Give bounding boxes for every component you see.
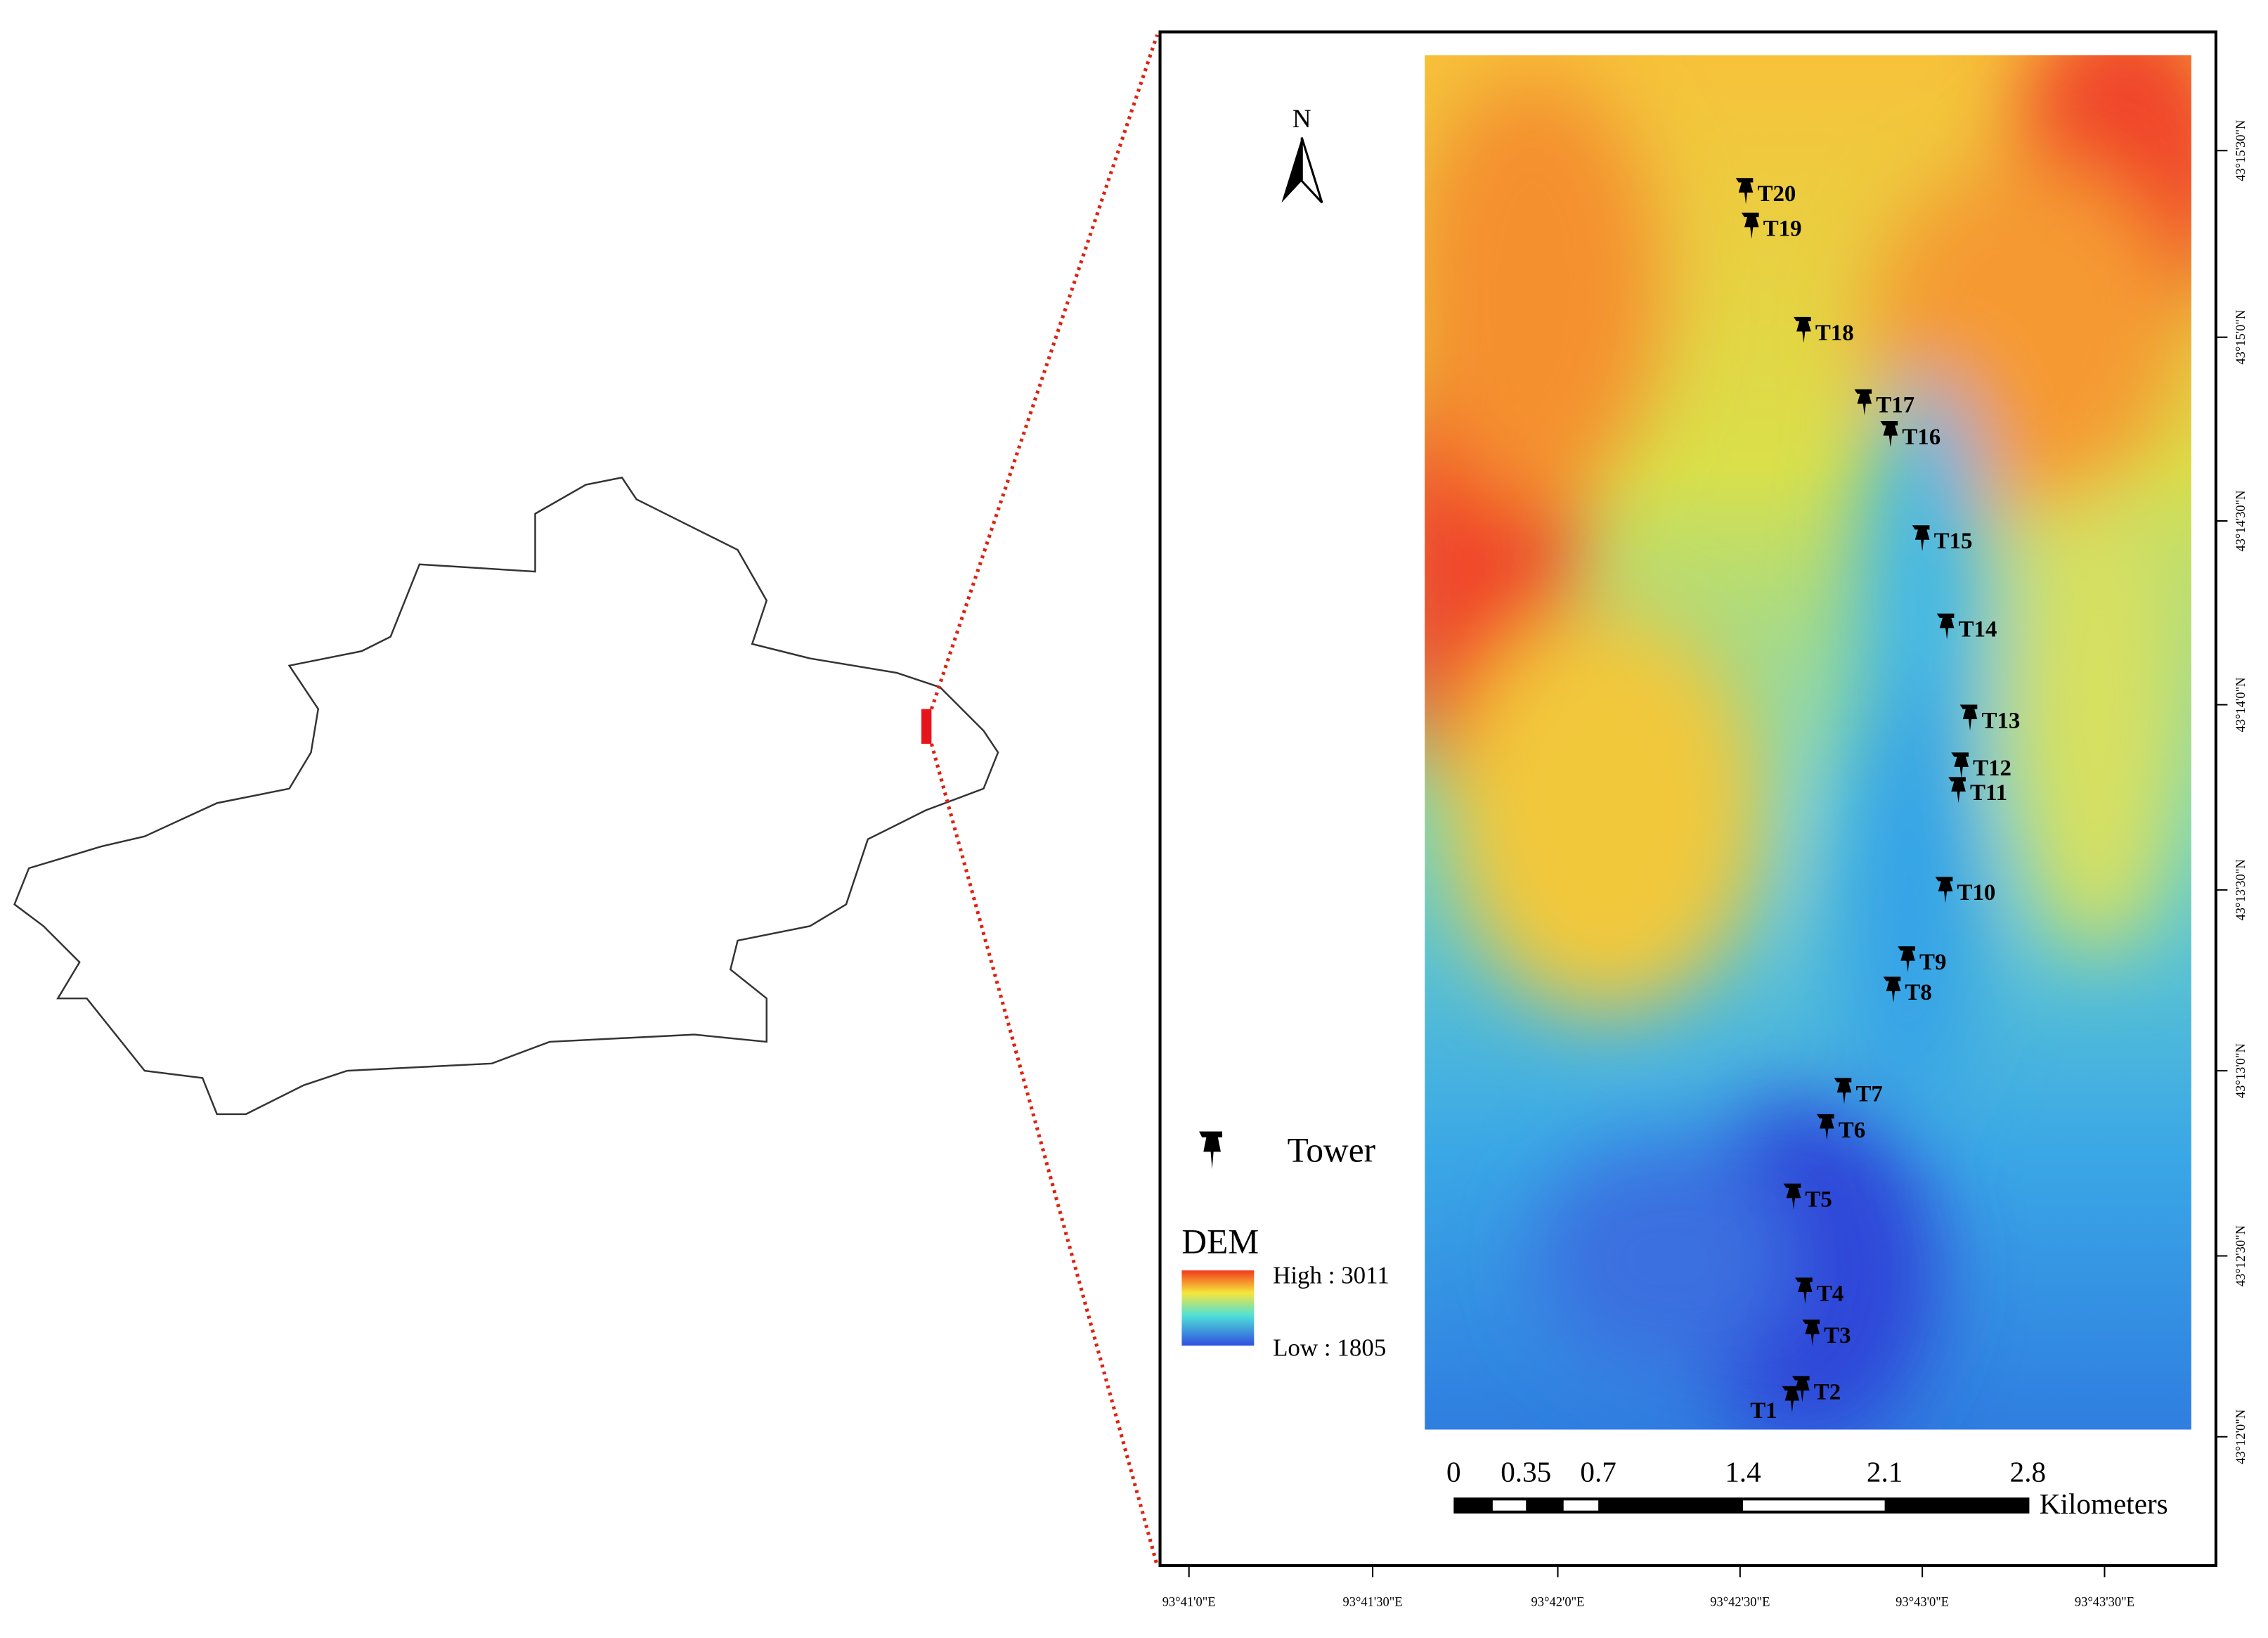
- tower-label: T4: [1817, 1281, 1843, 1306]
- scale-label: 0.7: [1580, 1456, 1616, 1488]
- tower-label: T9: [1919, 950, 1946, 975]
- tower-marker: [1793, 316, 1811, 343]
- legend-low: Low : 1805: [1273, 1334, 1386, 1362]
- tower-marker: [1936, 613, 1955, 640]
- longitude-label: 93°43'30"E: [2075, 1595, 2134, 1610]
- tower-marker: [1791, 1376, 1810, 1402]
- north-arrow: N: [1281, 105, 1323, 204]
- tower-label: T1: [1750, 1398, 1777, 1424]
- tower-label: T11: [1970, 780, 2007, 806]
- dem-raster: [1425, 55, 2191, 1430]
- longitude-label: 93°43'0"E: [1896, 1595, 1949, 1610]
- tower-label: T8: [1905, 980, 1931, 1005]
- latitude-label: 43°14'30"N: [2234, 490, 2248, 551]
- tower-marker: [1782, 1386, 1800, 1412]
- legend-dem-title: DEM: [1181, 1222, 1259, 1260]
- latitude-label: 43°15'30"N: [2234, 120, 2248, 181]
- tower-marker: [1795, 1277, 1813, 1304]
- scale-bar: [1453, 1497, 2030, 1514]
- tower-label: T17: [1876, 393, 1914, 418]
- tower-label: T15: [1934, 529, 1973, 554]
- tower-label: T3: [1824, 1323, 1851, 1348]
- longitude-label: 93°42'30"E: [1710, 1595, 1770, 1610]
- longitude-label: 93°41'30"E: [1342, 1595, 1402, 1610]
- tower-marker: [1735, 178, 1754, 205]
- tower-label: T16: [1902, 425, 1940, 450]
- zoom-line: [929, 743, 1159, 1566]
- latitude-label: 43°13'0"N: [2234, 1043, 2248, 1098]
- longitude-label: 93°41'0"E: [1162, 1595, 1216, 1610]
- tower-label: T13: [1982, 708, 2021, 733]
- scale-label: 0.35: [1501, 1456, 1551, 1488]
- tower-marker: [1935, 877, 1953, 903]
- tower-marker: [1816, 1114, 1834, 1140]
- longitude-label: 93°42'0"E: [1531, 1595, 1585, 1610]
- tower-marker: [1741, 212, 1759, 239]
- tower-label: T6: [1839, 1118, 1865, 1143]
- tower-marker: [1834, 1078, 1852, 1104]
- tower-marker: [1880, 421, 1898, 448]
- region-outline: [13, 476, 999, 1116]
- north-label: N: [1292, 105, 1311, 134]
- tower-marker: [1883, 976, 1901, 1003]
- tower-label: T7: [1855, 1081, 1882, 1107]
- latitude-label: 43°14'0"N: [2234, 677, 2248, 732]
- tower-label: T12: [1973, 756, 2011, 781]
- zoom-line: [929, 34, 1159, 710]
- tower-label: T5: [1805, 1187, 1832, 1213]
- scale-label: 2.8: [2010, 1456, 2046, 1488]
- tower-marker: [1898, 946, 1915, 973]
- latitude-label: 43°13'30"N: [2234, 859, 2248, 920]
- legend-high: High : 3011: [1273, 1262, 1389, 1289]
- tower-marker: [1854, 389, 1872, 415]
- tower-marker: [1959, 704, 1978, 731]
- tower-marker: [1948, 777, 1966, 804]
- tower-label: T2: [1814, 1379, 1841, 1405]
- tower-label: T18: [1815, 321, 1854, 346]
- legend-color-ramp: [1181, 1270, 1255, 1346]
- tower-label: T19: [1763, 217, 1802, 242]
- tower-label: T10: [1957, 880, 1996, 905]
- latitude-label: 43°12'30"N: [2234, 1225, 2248, 1286]
- latitude-label: 43°15'0"N: [2234, 310, 2248, 365]
- tower-marker: [1802, 1320, 1820, 1346]
- tower-marker: [1783, 1183, 1801, 1210]
- scale-label: 2.1: [1867, 1456, 1903, 1488]
- tower-marker: [1951, 752, 1969, 779]
- legend-tower-icon: [1199, 1131, 1223, 1170]
- scale-unit: Kilometers: [2040, 1488, 2168, 1520]
- tower-marker: [1912, 525, 1930, 552]
- scale-label: 1.4: [1725, 1456, 1761, 1488]
- scale-label: 0: [1446, 1456, 1461, 1488]
- tower-label: T20: [1758, 181, 1796, 207]
- study-area-marker: [921, 709, 932, 744]
- legend-tower-label: Tower: [1288, 1131, 1376, 1170]
- latitude-label: 43°12'0"N: [2234, 1410, 2248, 1464]
- tower-label: T14: [1959, 617, 1997, 643]
